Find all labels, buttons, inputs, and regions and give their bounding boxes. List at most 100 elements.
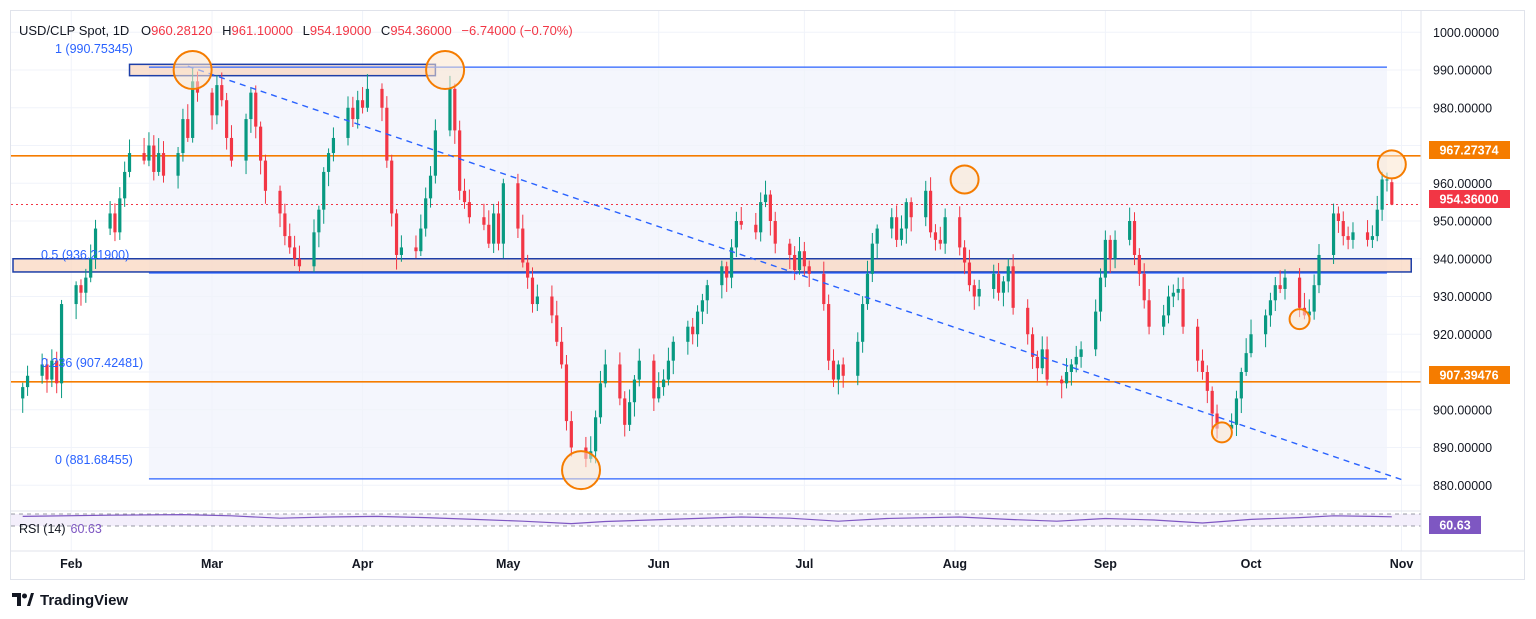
trendline [187,65,1402,481]
candle-body [113,213,117,233]
candle-body [535,296,539,305]
candle-body [1079,349,1083,357]
candle-body [127,153,132,172]
candle-body [671,341,675,361]
candle-body [797,251,802,271]
x-tick-label: Apr [352,557,374,571]
candle-body [870,243,874,274]
candle-body [632,379,637,403]
candle-body [773,221,777,244]
candle-body [526,262,530,278]
candle-body [1181,288,1185,327]
y-tick-label: 980.00000 [1433,101,1492,115]
candle-body [317,209,321,233]
fib-labels: 1 (990.75345) 0.5 (936.21900) 0.236 (907… [41,42,143,467]
candle-body [191,81,195,138]
candle-body [467,202,471,218]
y-tick-label: 930.00000 [1433,290,1492,304]
candle-body [909,202,913,218]
candle-body [1103,239,1107,278]
candle-body [958,217,962,248]
candle-body [1098,277,1103,312]
candle-body [729,247,734,278]
candle-body [657,387,661,399]
candle-body [705,285,709,301]
candle-body [763,194,768,203]
y-tick-label: 990.00000 [1433,64,1492,78]
candles [21,67,1394,468]
highlight-circle [1288,308,1311,331]
candle-body [1030,334,1035,357]
candle-body [79,285,83,293]
candle-body [802,251,806,267]
candle-body [1128,221,1132,240]
candle-body [1060,379,1064,384]
candle-body [210,92,214,116]
candle-body [637,360,641,380]
price-axis: 880.00000890.00000900.00000910.00000920.… [1420,11,1499,579]
candle-body [215,85,219,116]
last-price-badge: 954.36000 [1439,193,1498,207]
x-tick-label: Nov [1390,557,1414,571]
candle-body [972,285,976,297]
candle-body [700,300,705,312]
candle-body [1249,334,1253,354]
candle-body [1210,390,1214,414]
candle-body [448,88,452,131]
candle-body [943,217,947,244]
y-tick-label: 960.00000 [1433,177,1492,191]
brand-name: TradingView [40,591,129,609]
candle-body [1380,179,1384,210]
candle-body [1001,281,1006,293]
candle-body [938,239,942,244]
open-label: O [141,23,151,38]
candle-body [652,360,656,399]
candle-body [1390,182,1394,205]
candle-body [996,273,1001,293]
candle-body [739,221,743,225]
price-chart[interactable]: 880.00000890.00000900.00000910.00000920.… [11,11,1524,579]
candle-body [1094,311,1098,350]
candle-body [788,243,792,255]
candle-body [1268,300,1273,316]
support-badge-bg [1429,366,1510,384]
candle-body [550,296,554,316]
fib-label-1: 1 (990.75345) [55,42,133,56]
candle-body [734,221,738,248]
candle-body [492,213,496,244]
candle-body [186,119,190,138]
candle-body [292,247,297,259]
candle-body [1244,353,1248,372]
candle-body [487,224,491,244]
fib-label-05: 0.5 (936.21900) [41,248,129,262]
open-value: 960.28120 [151,23,212,38]
candle-body [419,228,423,252]
candle-body [394,213,399,255]
candle-body [836,364,840,380]
candle-body [1064,372,1069,384]
candle-body [962,247,967,263]
candle-body [895,217,899,240]
candle-body [1370,236,1374,240]
change-value: −6.74000 (−0.70%) [461,23,572,38]
candle-body [720,266,724,286]
candle-body [312,232,316,267]
candle-body [822,273,826,305]
candle-body [453,88,457,131]
candle-body [598,383,603,418]
tradingview-logo[interactable]: TradingView [12,590,128,610]
candle-body [259,126,263,161]
fib-label-0236: 0.236 (907.42481) [41,356,143,370]
candle-body [516,183,520,229]
candle-body [691,326,695,335]
annotation-circles [172,50,1407,491]
zones [12,63,1412,273]
candle-body [841,364,845,376]
candle-body [283,213,287,237]
high-label: H [222,23,231,38]
candle-body [380,88,384,108]
candle-body [249,92,253,120]
candle-body [1297,277,1302,308]
resistance-badge: 967.27374 [1439,144,1498,158]
candle-body [1365,232,1370,240]
